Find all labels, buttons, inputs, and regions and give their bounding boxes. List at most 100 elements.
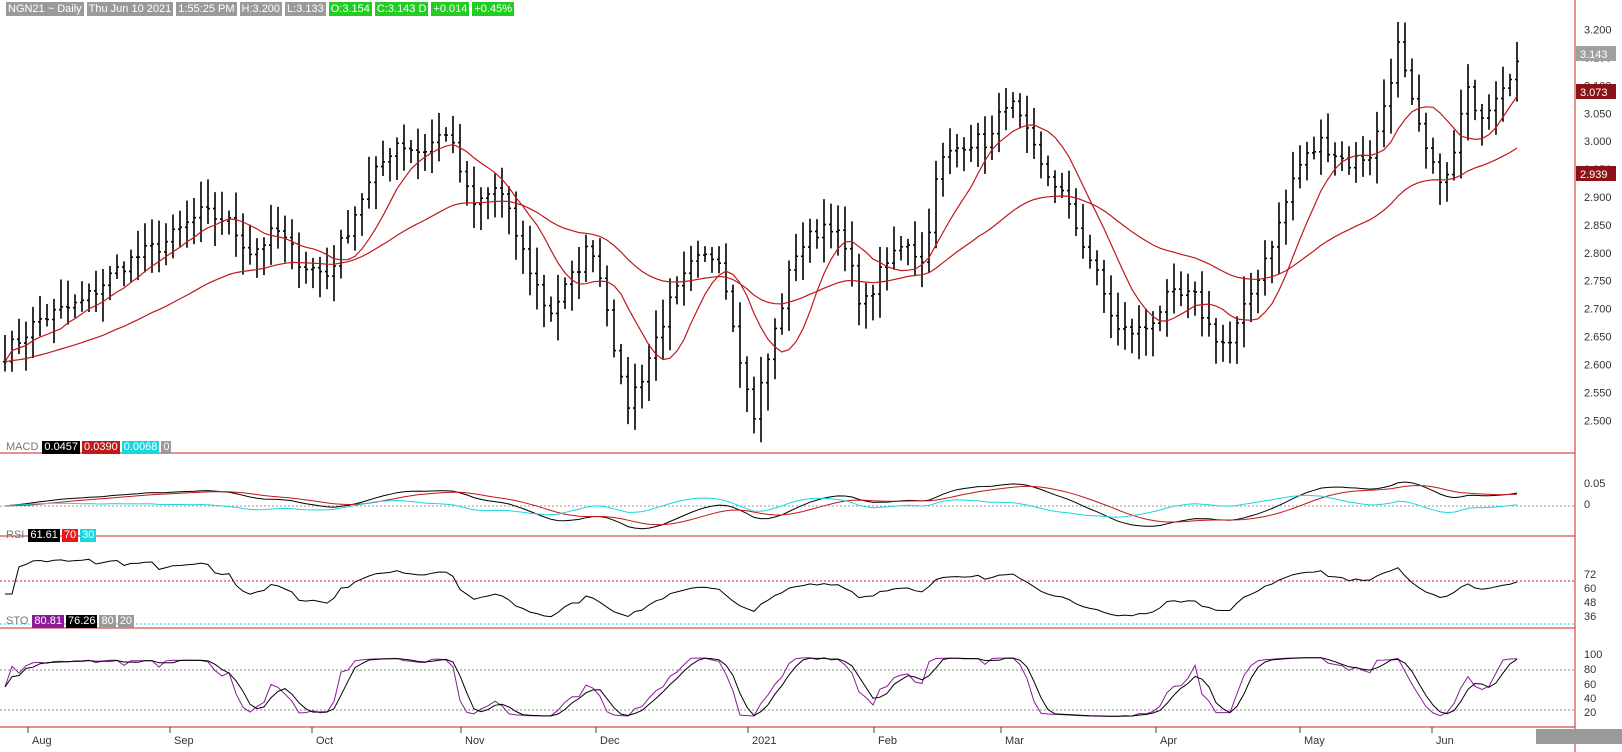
ohlc-bar bbox=[129, 249, 133, 283]
ohlc-bar bbox=[185, 200, 189, 248]
ohlc-bar bbox=[626, 356, 630, 425]
ohlc-bar bbox=[598, 238, 602, 288]
ohlc-bar bbox=[472, 166, 476, 229]
ohlc-bar bbox=[444, 127, 448, 142]
ohlc-bar bbox=[1193, 281, 1197, 316]
ohlc-bar bbox=[612, 299, 616, 358]
ohlc-bar bbox=[745, 356, 749, 413]
ohlc-bar bbox=[479, 187, 483, 231]
ohlc-bar bbox=[920, 232, 924, 288]
ohlc-bar bbox=[689, 245, 693, 292]
ohlc-bar bbox=[1291, 151, 1295, 221]
rsi-line bbox=[5, 558, 1518, 618]
ohlc-bar bbox=[486, 187, 490, 220]
ohlc-bar bbox=[255, 238, 259, 278]
ohlc-bar bbox=[1207, 291, 1211, 337]
sto-k-value: 80.81 bbox=[32, 615, 64, 628]
ohlc-bar bbox=[1375, 111, 1379, 184]
month-label: May bbox=[1304, 735, 1325, 747]
ohlc-bar bbox=[381, 140, 385, 177]
ohlc-bar bbox=[353, 206, 357, 251]
ohlc-bar bbox=[1025, 95, 1029, 154]
ohlc-bar bbox=[1361, 136, 1365, 177]
ohlc-bar bbox=[703, 246, 707, 263]
ohlc-bar bbox=[1298, 145, 1302, 189]
ohlc-bar bbox=[1095, 250, 1099, 286]
ohlc-bar bbox=[1221, 324, 1225, 362]
ohlc-bar bbox=[556, 274, 560, 341]
macd-legend: MACD 0.0457 0.0390 0.0068 0 bbox=[6, 441, 172, 454]
ohlc-bar bbox=[346, 209, 350, 244]
ohlc-bar bbox=[759, 356, 763, 443]
ohlc-bar bbox=[696, 240, 700, 278]
ohlc-bar bbox=[430, 119, 434, 174]
rsi-name: RSI bbox=[6, 529, 25, 541]
rsi-tick: 36 bbox=[1584, 611, 1596, 623]
ohlc-bar bbox=[409, 140, 413, 164]
ohlc-bar bbox=[1228, 321, 1232, 364]
ohlc-bar bbox=[1347, 146, 1351, 175]
ohlc-bar bbox=[591, 240, 595, 273]
ohlc-bar bbox=[108, 266, 112, 301]
ohlc-bar bbox=[1011, 92, 1015, 119]
ohlc-bar bbox=[339, 229, 343, 279]
ohlc-bar bbox=[766, 353, 770, 411]
ohlc-bar bbox=[1319, 119, 1323, 175]
ohlc-bar bbox=[787, 260, 791, 331]
macd-name: MACD bbox=[6, 441, 39, 453]
ohlc-bar bbox=[1151, 311, 1155, 357]
ohlc-bar bbox=[983, 116, 987, 174]
ohlc-bar bbox=[1368, 140, 1372, 176]
ohlc-bar bbox=[101, 269, 105, 322]
price-tag-ma-slow-text: 2.939 bbox=[1580, 169, 1608, 181]
ohlc-bar bbox=[1508, 73, 1512, 97]
ohlc-bar bbox=[234, 192, 238, 257]
ohlc-bar bbox=[1417, 74, 1421, 132]
ohlc-bar bbox=[1312, 136, 1316, 160]
ohlc-bar bbox=[1389, 58, 1393, 134]
ohlc-bar bbox=[437, 112, 441, 162]
time-label: 1:55:25 PM bbox=[176, 2, 237, 16]
month-label: Sep bbox=[174, 735, 194, 747]
ohlc-bar bbox=[206, 179, 210, 224]
ohlc-bar bbox=[738, 302, 742, 388]
ohlc-bar bbox=[829, 203, 833, 249]
ohlc-bar bbox=[976, 122, 980, 168]
ohlc-bar bbox=[808, 218, 812, 263]
ohlc-bar bbox=[52, 298, 56, 344]
ohlc-bar bbox=[794, 233, 798, 282]
price-tick: 2.800 bbox=[1584, 248, 1612, 260]
month-label: Dec bbox=[600, 735, 620, 747]
ohlc-bar bbox=[563, 277, 567, 309]
price-tick: 2.750 bbox=[1584, 276, 1612, 288]
ohlc-bar bbox=[1172, 263, 1176, 314]
time-scrollbar-thumb[interactable] bbox=[1536, 729, 1622, 744]
month-label: Apr bbox=[1160, 735, 1177, 747]
price-tick: 2.550 bbox=[1584, 387, 1612, 399]
ohlc-bar bbox=[1074, 188, 1078, 237]
ohlc-bar bbox=[934, 160, 938, 249]
rsi-lower-value: 30 bbox=[80, 529, 97, 542]
price-tick: 2.500 bbox=[1584, 415, 1612, 427]
ohlc-bar bbox=[1039, 131, 1043, 179]
month-label: Oct bbox=[316, 735, 333, 747]
ohlc-bar bbox=[416, 128, 420, 180]
ohlc-bar bbox=[1032, 107, 1036, 159]
ohlc-bar bbox=[262, 237, 266, 276]
ohlc-bar bbox=[1438, 153, 1442, 205]
ohlc-bar bbox=[290, 219, 294, 270]
price-tag-ma-fast: 3.073 bbox=[1576, 84, 1616, 99]
ohlc-bar bbox=[1060, 172, 1064, 199]
price-tick: 2.900 bbox=[1584, 192, 1612, 204]
ohlc-bar bbox=[1109, 275, 1113, 339]
ohlc-bar bbox=[192, 197, 196, 245]
price-tag-ma-slow: 2.939 bbox=[1576, 166, 1616, 181]
ohlc-bar bbox=[654, 310, 658, 381]
ohlc-bar bbox=[647, 343, 651, 401]
ohlc-bar bbox=[605, 265, 609, 327]
ohlc-bar bbox=[822, 199, 826, 263]
ohlc-bar bbox=[521, 220, 525, 274]
ohlc-bar bbox=[752, 376, 756, 434]
ohlc-bar bbox=[388, 148, 392, 182]
ohlc-bar bbox=[402, 124, 406, 171]
